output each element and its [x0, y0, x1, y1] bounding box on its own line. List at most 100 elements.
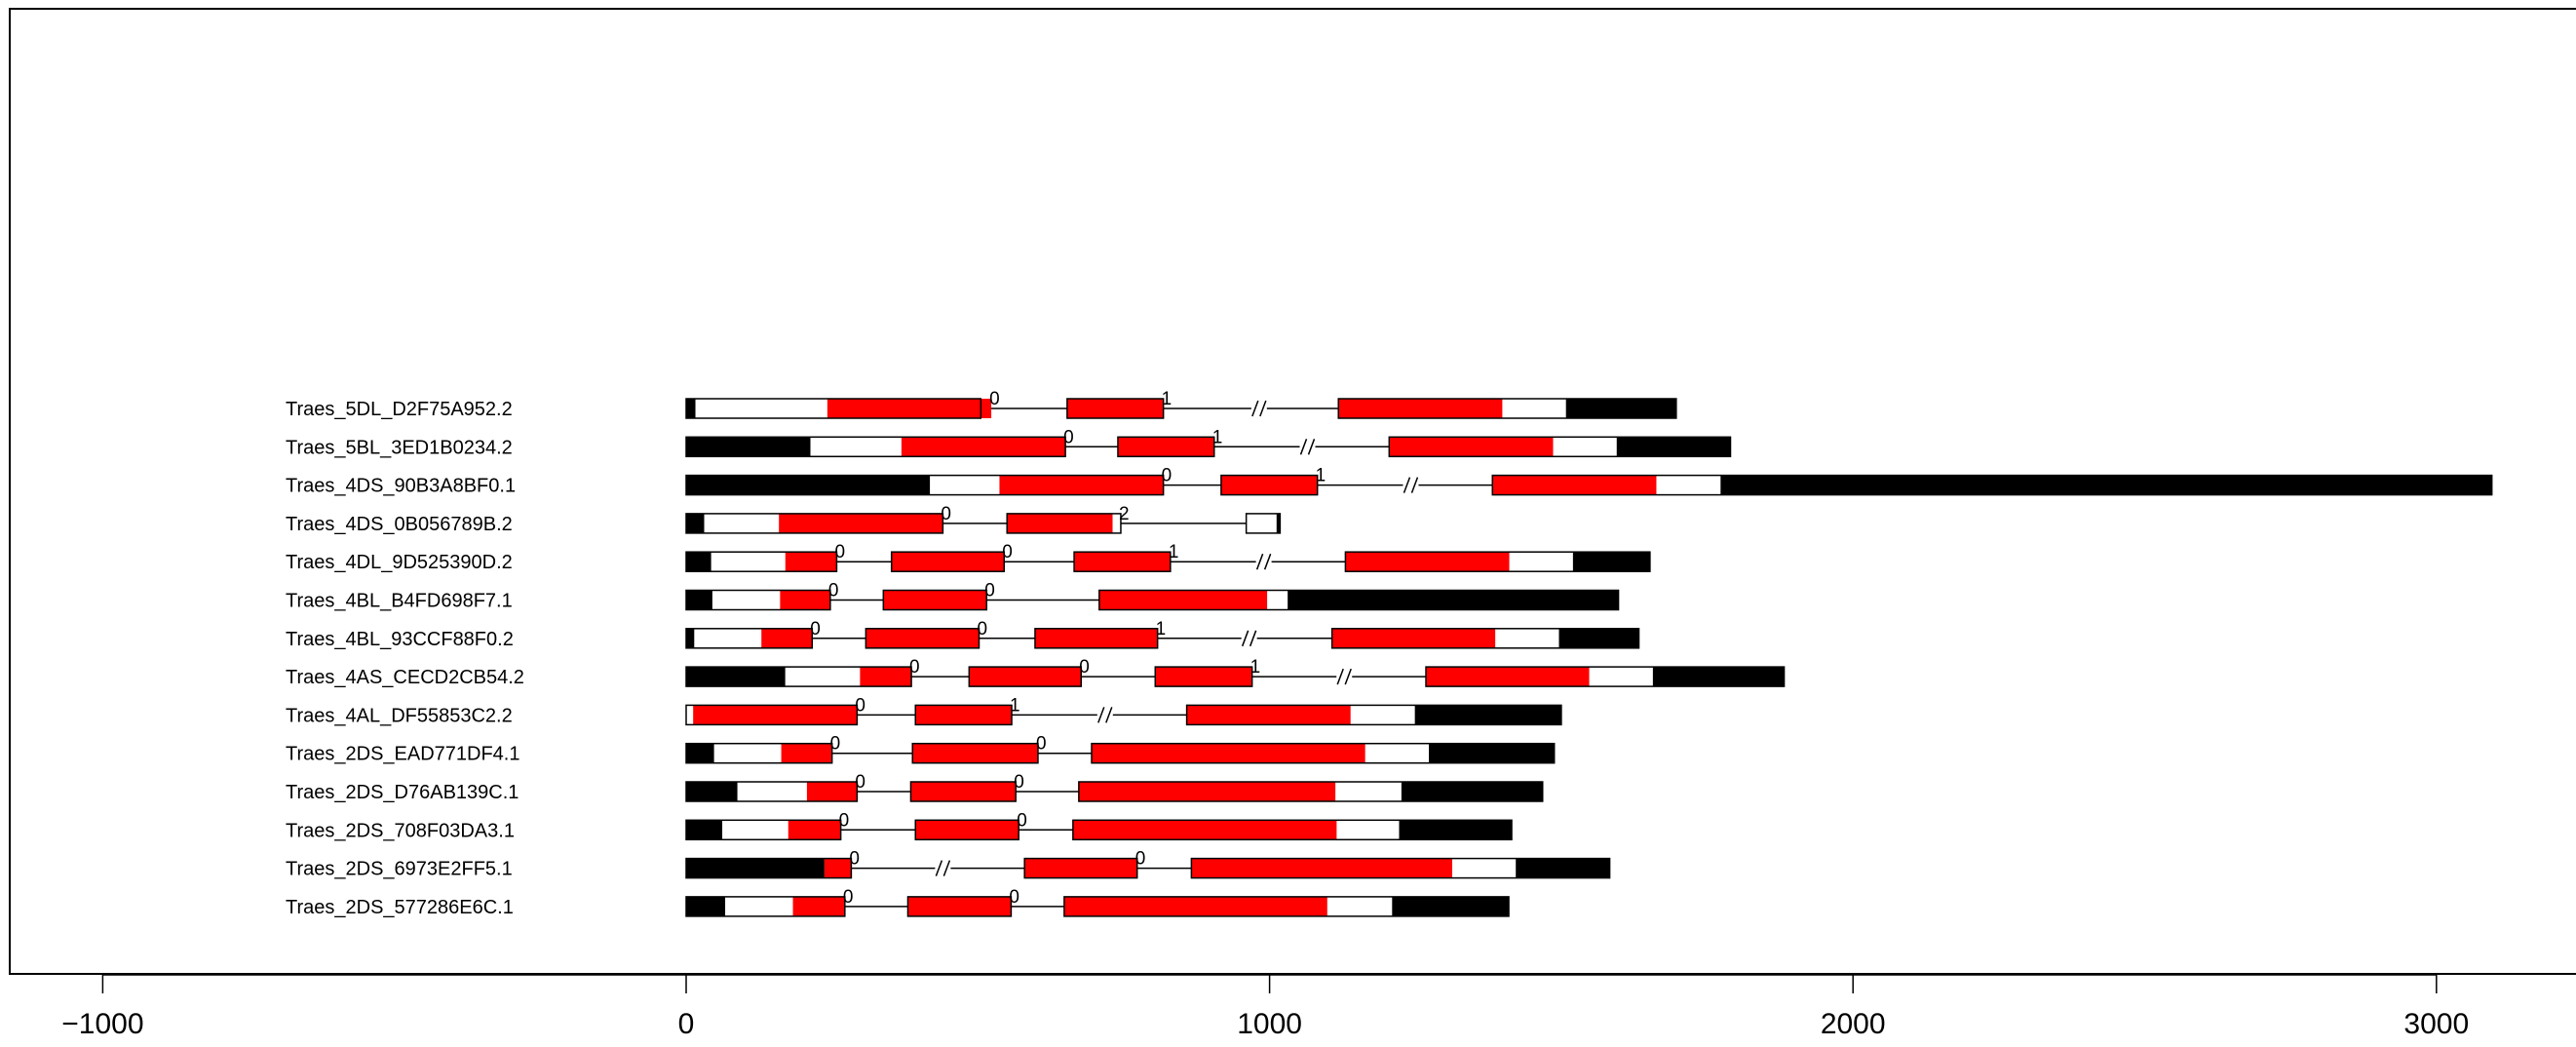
- noncoding-segment: [1336, 820, 1400, 840]
- exon-outline: [685, 628, 814, 649]
- exon: [685, 704, 859, 726]
- cds-segment: [1338, 399, 1503, 418]
- exon-outline: [882, 589, 988, 611]
- gene-row: Traes_4DS_0B056789B.2 0 2: [286, 504, 1282, 535]
- exon: [685, 513, 944, 534]
- exon: [685, 896, 846, 917]
- gene-label: Traes_4AL_DF55853C2.2: [286, 705, 513, 726]
- gene-label: Traes_2DS_EAD771DF4.1: [286, 744, 520, 765]
- intron-break-gap: [1096, 707, 1113, 723]
- noncoding-segment: [1335, 782, 1402, 801]
- exon: [685, 628, 814, 649]
- noncoding-segment: [695, 399, 827, 418]
- gene-label: Traes_2DS_577286E6C.1: [286, 897, 514, 918]
- utr-segment: [686, 743, 714, 763]
- phase-label: 0: [941, 504, 951, 524]
- utr-segment: [1616, 437, 1731, 457]
- exon: [906, 896, 1013, 917]
- intron-break-mark: [1259, 400, 1267, 417]
- exon: [685, 398, 992, 419]
- exon-outline: [1154, 666, 1253, 687]
- exon-outline: [909, 781, 1017, 802]
- intron-break-gap: [1299, 439, 1316, 455]
- exon-outline: [1220, 474, 1319, 496]
- exon-outline: [1078, 781, 1544, 802]
- exon-outline: [685, 436, 1066, 458]
- exon: [911, 742, 1039, 764]
- phase-label: 0: [843, 887, 854, 908]
- utr-segment: [1652, 667, 1785, 687]
- phase-label: 0: [839, 810, 850, 831]
- cds-segment: [1007, 513, 1113, 533]
- cds-segment: [792, 896, 845, 916]
- exon: [1078, 781, 1544, 802]
- phase-label: 0: [1017, 810, 1027, 831]
- exon-outline: [685, 398, 982, 419]
- phase-label: 1: [1010, 695, 1020, 716]
- noncoding-segment: [704, 513, 780, 533]
- phase-label: 0: [810, 619, 821, 640]
- phase-label: 0: [909, 657, 920, 678]
- utr-segment: [1401, 782, 1543, 801]
- intron-break-mark: [1307, 439, 1316, 455]
- exon-outline: [1388, 436, 1732, 458]
- cds-segment: [860, 667, 912, 687]
- cds-segment: [883, 590, 987, 610]
- utr-segment: [686, 896, 726, 916]
- exon-outline: [685, 704, 859, 726]
- noncoding-segment: [1656, 475, 1721, 495]
- intron-break-mark: [1299, 439, 1308, 455]
- noncoding-segment: [1112, 513, 1121, 533]
- exon-outline: [685, 819, 842, 841]
- exon-outline: [685, 896, 846, 917]
- gene-label: Traes_4BL_B4FD698F7.1: [286, 591, 513, 612]
- x-axis: −1000 0 1000 2000 3000: [61, 974, 2469, 1040]
- phase-label: 0: [855, 695, 865, 716]
- exon-outline: [685, 513, 944, 534]
- cds-segment: [781, 743, 832, 763]
- exon: [914, 704, 1013, 726]
- x-tick-label: 0: [678, 1008, 695, 1040]
- exon-outline: [1023, 857, 1138, 879]
- exon-outline: [968, 666, 1083, 687]
- exon: [1344, 551, 1651, 572]
- x-tick-label: 2000: [1821, 1008, 1886, 1040]
- cds-segment: [915, 820, 1019, 840]
- gene-label: Traes_4BL_93CCF88F0.2: [286, 629, 514, 650]
- cds-segment: [1155, 667, 1252, 687]
- cds-segment: [969, 667, 1082, 687]
- utr-segment: [1516, 858, 1610, 878]
- exon-outline: [1425, 666, 1786, 687]
- phase-label: 0: [1063, 427, 1074, 447]
- exon: [685, 436, 1066, 458]
- exon: [685, 781, 859, 802]
- exon: [685, 474, 1165, 496]
- utr-segment: [1288, 590, 1619, 610]
- noncoding-segment: [725, 896, 793, 916]
- noncoding-segment: [1553, 437, 1617, 457]
- gene-label: Traes_2DS_6973E2FF5.1: [286, 859, 513, 880]
- gene-row: Traes_4AL_DF55853C2.2 0 1: [286, 695, 1562, 726]
- phase-label: 1: [1250, 657, 1261, 678]
- exon: [1330, 628, 1640, 649]
- intron-break-mark: [1255, 553, 1264, 570]
- exon-outline: [890, 551, 1005, 572]
- intron-break-gap: [935, 860, 951, 876]
- gene-label: Traes_4DL_9D525390D.2: [286, 552, 513, 573]
- intron-break-mark: [1410, 477, 1419, 493]
- noncoding-segment: [1365, 743, 1430, 763]
- gene-label: Traes_4DS_90B3A8BF0.1: [286, 476, 516, 497]
- phase-label: 0: [828, 581, 839, 601]
- cds-segment: [806, 782, 858, 801]
- exon-outline: [911, 742, 1039, 764]
- exon-outline: [1063, 896, 1510, 917]
- exon: [1073, 551, 1172, 572]
- intron-break-mark: [1097, 707, 1105, 723]
- noncoding-segment: [1589, 667, 1653, 687]
- noncoding-segment: [711, 590, 781, 610]
- phase-label: 1: [1212, 427, 1223, 447]
- exon: [1117, 436, 1215, 458]
- cds-segment: [1034, 628, 1158, 648]
- exon: [909, 781, 1017, 802]
- utr-segment: [1558, 628, 1639, 648]
